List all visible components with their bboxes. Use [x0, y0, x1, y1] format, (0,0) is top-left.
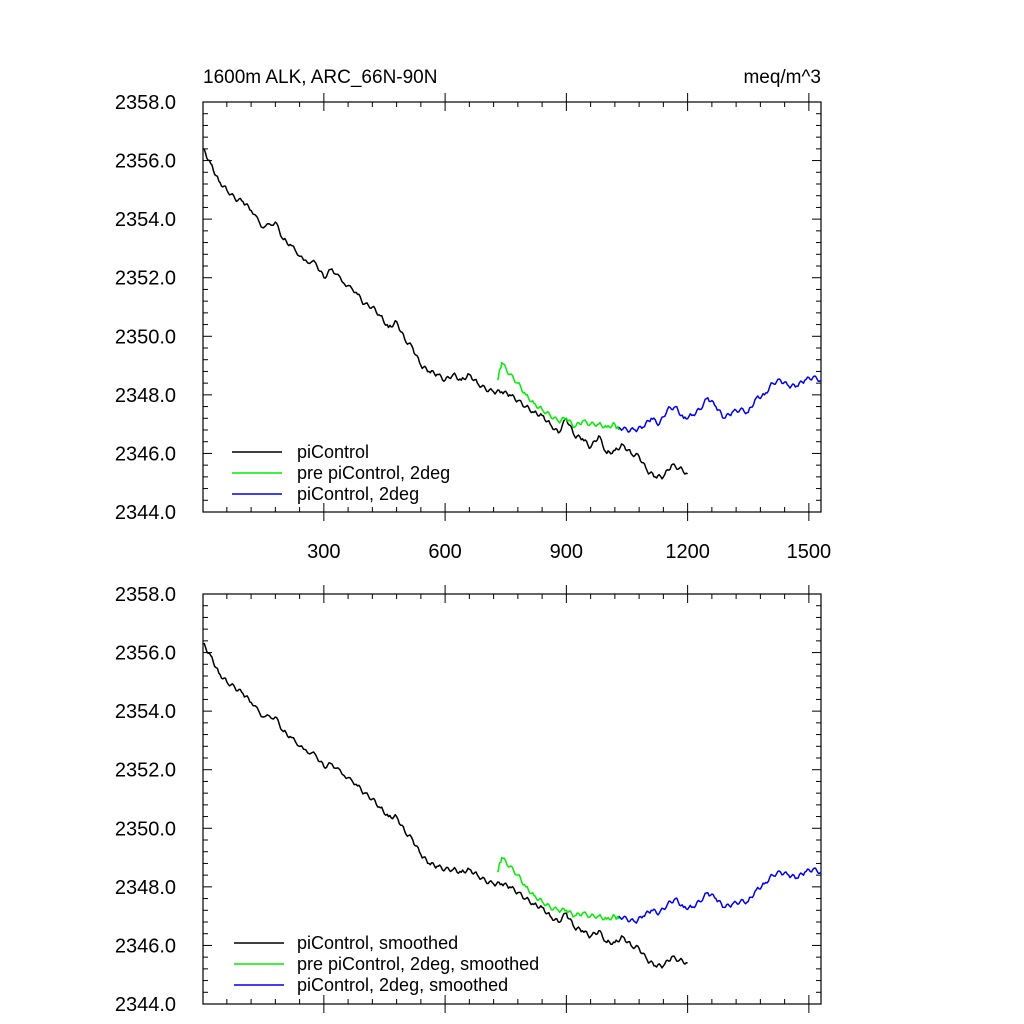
y-tick-label: 2350.0 — [115, 326, 176, 348]
y-tick-label: 2348.0 — [115, 385, 176, 407]
y-tick-label: 2346.0 — [115, 935, 176, 957]
y-tick-label: 2356.0 — [115, 151, 176, 173]
y-tick-label: 2352.0 — [115, 760, 176, 782]
top-panel: 2344.0 2346.0 2348.0 2350.0 2352.0 2354.0 2356… — [115, 92, 831, 563]
x-tick-label: 1200 — [665, 541, 710, 563]
series-line-picontrol — [202, 148, 688, 480]
y-tick-label: 2348.0 — [115, 877, 176, 899]
legend-label: piControl — [297, 442, 369, 462]
legend-label: pre piControl, 2deg, smoothed — [297, 954, 539, 974]
bottom-panel: 2344.0 2346.0 2348.0 2350.0 2352.0 2354.0 2356… — [115, 584, 822, 1016]
legend-label: pre piControl, 2deg — [297, 463, 450, 483]
series-line-picontrol-smoothed — [202, 642, 688, 969]
series-line-picontrol-2deg-smoothed — [618, 867, 822, 924]
series-line-picontrol-2deg — [618, 375, 822, 433]
x-tick-label: 600 — [428, 541, 461, 563]
y-tick-label: 2344.0 — [115, 994, 176, 1016]
legend-label: piControl, 2deg, smoothed — [297, 975, 508, 995]
y-tick-label: 2354.0 — [115, 209, 176, 231]
series-line-pre-picontrol-2deg-smoothed — [496, 856, 620, 921]
x-tick-label: 1500 — [787, 541, 832, 563]
y-tick-label: 2346.0 — [115, 443, 176, 465]
y-tick-label: 2358.0 — [115, 584, 176, 606]
plot-frame — [202, 593, 822, 1005]
y-tick-label: 2354.0 — [115, 701, 176, 723]
chart-title: 1600m ALK, ARC_66N-90N — [203, 67, 437, 88]
y-tick-label: 2350.0 — [115, 818, 176, 840]
plot-frame — [202, 101, 822, 513]
legend-label: piControl, 2deg — [297, 484, 419, 504]
units-label: meq/m^3 — [743, 67, 821, 88]
y-tick-label: 2344.0 — [115, 502, 176, 524]
series-line-pre-picontrol-2deg — [496, 361, 620, 431]
x-tick-label: 300 — [307, 541, 340, 563]
x-tick-label: 900 — [550, 541, 583, 563]
y-tick-label: 2358.0 — [115, 92, 176, 114]
y-tick-label: 2356.0 — [115, 643, 176, 665]
y-tick-label: 2352.0 — [115, 268, 176, 290]
legend-label: piControl, smoothed — [297, 933, 458, 953]
